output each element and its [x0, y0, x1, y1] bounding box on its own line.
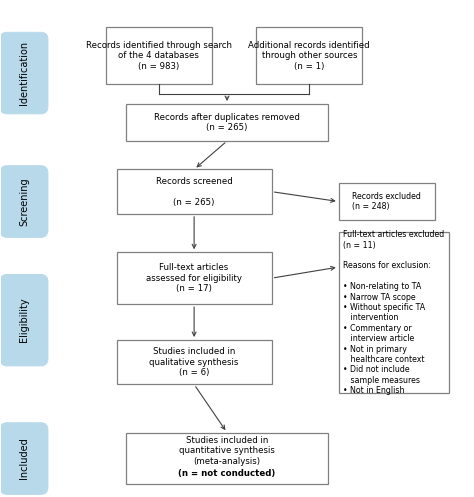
Text: Records excluded
(n = 248): Records excluded (n = 248): [352, 192, 421, 211]
FancyBboxPatch shape: [0, 32, 48, 114]
FancyBboxPatch shape: [117, 169, 272, 214]
Text: Identification: Identification: [19, 41, 29, 105]
Text: Full-text articles
assessed for eligibility
(n = 17): Full-text articles assessed for eligibil…: [146, 263, 242, 293]
FancyBboxPatch shape: [0, 166, 48, 238]
Text: (n = not conducted): (n = not conducted): [178, 469, 276, 478]
Text: Additional records identified
through other sources
(n = 1): Additional records identified through ot…: [248, 41, 370, 71]
FancyBboxPatch shape: [126, 432, 328, 485]
FancyBboxPatch shape: [106, 27, 212, 84]
Text: Eligibility: Eligibility: [19, 298, 29, 342]
Text: Included: Included: [19, 438, 29, 480]
Text: Records screened

(n = 265): Records screened (n = 265): [156, 177, 232, 207]
FancyBboxPatch shape: [256, 27, 362, 84]
Text: Screening: Screening: [19, 177, 29, 226]
FancyBboxPatch shape: [117, 340, 272, 384]
Text: Full-text articles excluded
(n = 11)

Reasons for exclusion:

• Non-relating to : Full-text articles excluded (n = 11) Rea…: [343, 230, 445, 395]
Text: Studies included in
quantitative synthesis
(meta-analysis): Studies included in quantitative synthes…: [179, 436, 275, 466]
FancyBboxPatch shape: [0, 423, 48, 495]
FancyBboxPatch shape: [117, 252, 272, 304]
Text: Records after duplicates removed
(n = 265): Records after duplicates removed (n = 26…: [154, 113, 300, 132]
Text: Studies included in
qualitative synthesis
(n = 6): Studies included in qualitative synthesi…: [149, 347, 239, 377]
FancyBboxPatch shape: [338, 183, 435, 220]
FancyBboxPatch shape: [126, 104, 328, 141]
FancyBboxPatch shape: [338, 233, 449, 393]
Text: Records identified through search
of the 4 databases
(n = 983): Records identified through search of the…: [86, 41, 232, 71]
FancyBboxPatch shape: [0, 274, 48, 366]
